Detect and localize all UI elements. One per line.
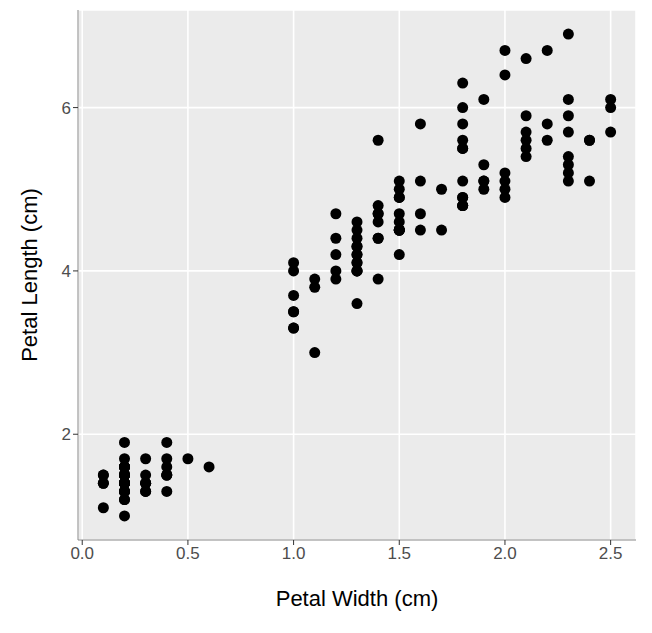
- svg-text:0.0: 0.0: [70, 544, 94, 563]
- html-text:Petal Length (cm): Petal Length (cm): [17, 188, 42, 362]
- svg-text:1.5: 1.5: [387, 544, 411, 563]
- svg-text:2: 2: [62, 425, 71, 444]
- svg-text:1.0: 1.0: [282, 544, 306, 563]
- svg-text:6: 6: [62, 99, 71, 118]
- svg-text:4: 4: [62, 262, 71, 281]
- html-text:Petal Width (cm): Petal Width (cm): [275, 586, 439, 611]
- svg-text:2.0: 2.0: [493, 544, 517, 563]
- svg-text:0.5: 0.5: [176, 544, 200, 563]
- svg-text:2.5: 2.5: [599, 544, 623, 563]
